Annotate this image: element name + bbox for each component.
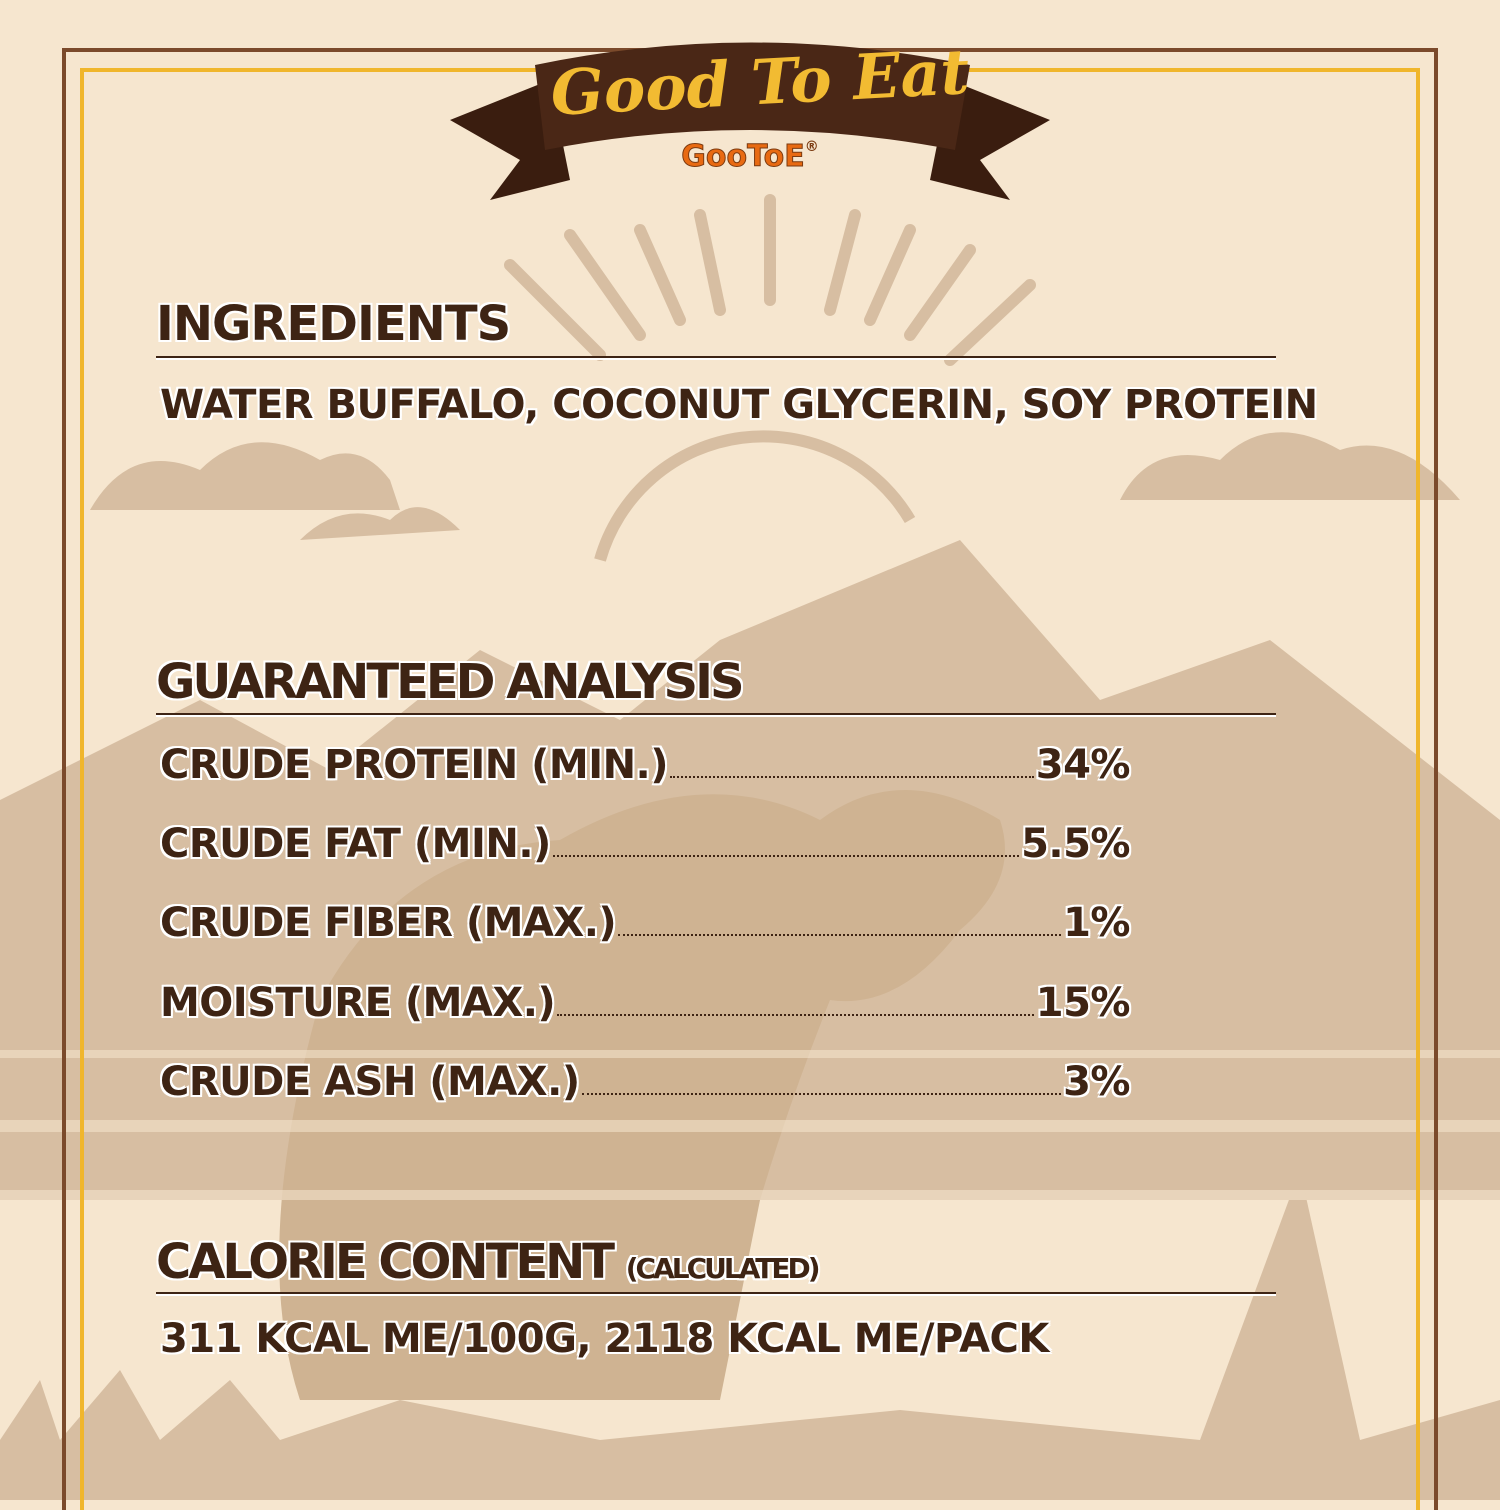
analysis-label: MOISTURE (MAX.) (160, 980, 556, 1026)
sun-arc (594, 430, 916, 562)
horizon-stripes (0, 1050, 1500, 1200)
calorie-heading-text: CALORIE CONTENT (156, 1234, 615, 1290)
analysis-row-crude-ash: CRUDE ASH (MAX.) 3% (160, 1055, 1130, 1105)
ingredients-heading: INGREDIENTS (156, 296, 511, 352)
sun-rays (504, 194, 1036, 366)
buffalo-silhouette (279, 790, 1006, 1400)
analysis-label: CRUDE FIBER (MAX.) (160, 900, 617, 946)
analysis-value: 1% (1063, 900, 1130, 946)
calorie-text: 311 KCAL ME/100G, 2118 KCAL ME/PACK (160, 1316, 1049, 1362)
guaranteed-analysis-heading: GUARANTEED ANALYSIS (156, 654, 745, 710)
dot-leader (557, 1014, 1034, 1016)
dot-leader (581, 1093, 1062, 1095)
ingredients-rule (156, 356, 1276, 358)
analysis-label: CRUDE FAT (MIN.) (160, 821, 551, 867)
clouds (90, 432, 1460, 540)
calorie-qualifier: (CALCULATED) (625, 1252, 821, 1285)
calorie-rule (156, 1292, 1276, 1294)
analysis-row-crude-fiber: CRUDE FIBER (MAX.) 1% (160, 896, 1130, 946)
ribbon-banner (450, 42, 1050, 200)
dot-leader (670, 776, 1034, 778)
analysis-row-crude-protein: CRUDE PROTEIN (MIN.) 34% (160, 738, 1131, 788)
analysis-value: 3% (1063, 1059, 1130, 1105)
grass (0, 1170, 1500, 1500)
calorie-content-heading: CALORIE CONTENT (CALCULATED) (156, 1234, 821, 1290)
dot-leader (552, 855, 1020, 857)
dot-leader (618, 934, 1062, 936)
analysis-row-moisture: MOISTURE (MAX.) 15% (160, 976, 1131, 1026)
brand-logo: GooToE® (660, 139, 840, 174)
analysis-label: CRUDE PROTEIN (MIN.) (160, 742, 669, 788)
registered-mark: ® (804, 139, 819, 155)
analysis-value: 34% (1035, 742, 1131, 788)
brand-name: GooToE (681, 139, 805, 174)
analysis-value: 5.5% (1021, 821, 1130, 867)
analysis-value: 15% (1035, 980, 1131, 1026)
ingredients-text: WATER BUFFALO, COCONUT GLYCERIN, SOY PRO… (160, 382, 1318, 428)
analysis-row-crude-fat: CRUDE FAT (MIN.) 5.5% (160, 817, 1130, 867)
analysis-rule (156, 713, 1276, 715)
analysis-label: CRUDE ASH (MAX.) (160, 1059, 580, 1105)
